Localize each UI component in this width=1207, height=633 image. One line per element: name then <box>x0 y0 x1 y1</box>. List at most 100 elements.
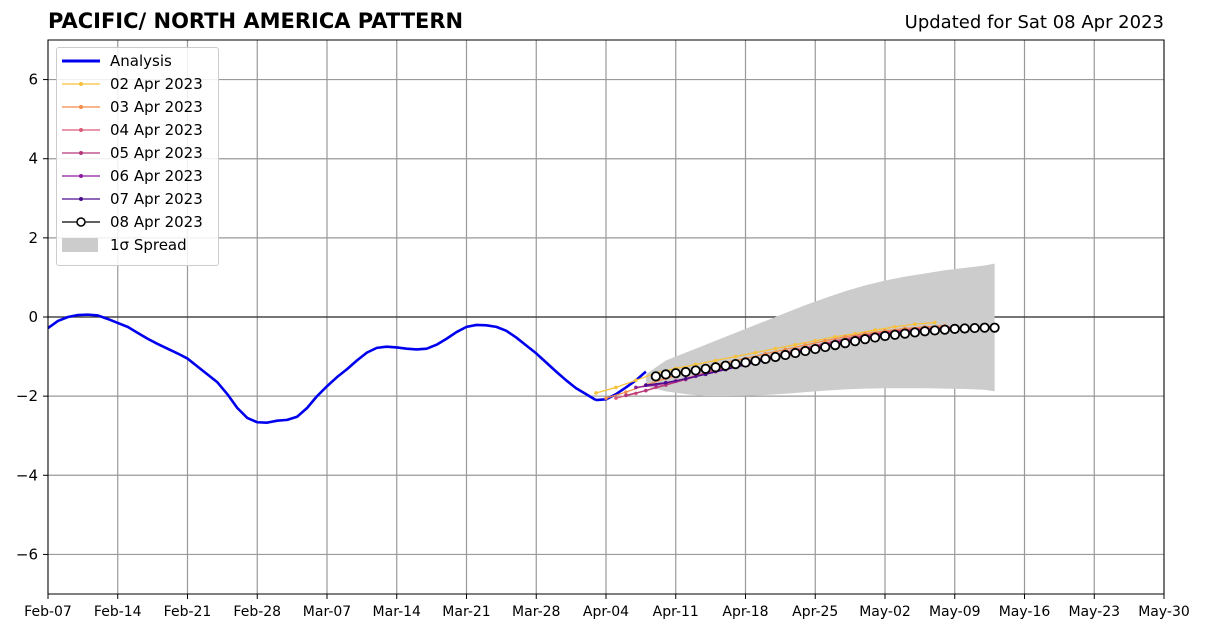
data-point <box>624 393 628 398</box>
legend-swatch-05-apr <box>62 151 100 155</box>
data-point <box>780 349 791 361</box>
legend-swatch-analysis <box>62 59 100 63</box>
x-tick-label: Feb-07 <box>24 604 72 620</box>
legend-swatch-08-apr <box>62 217 100 227</box>
data-point <box>624 390 628 394</box>
data-point <box>889 329 901 340</box>
legend: Analysis 02 Apr 2023 03 Apr 2023 04 Apr … <box>56 47 219 266</box>
legend-item-07-apr: 07 Apr 2023 <box>57 188 218 211</box>
legend-item-05-apr: 05 Apr 2023 <box>57 142 218 165</box>
data-point <box>710 362 721 373</box>
legend-swatch-spread <box>62 238 98 252</box>
y-tick-label: 2 <box>28 229 38 247</box>
legend-label: 03 Apr 2023 <box>110 98 203 116</box>
x-tick-label: Apr-11 <box>653 604 699 620</box>
data-point <box>840 338 851 349</box>
data-point <box>663 380 668 385</box>
legend-label: 05 Apr 2023 <box>110 144 203 162</box>
x-tick-label: May-23 <box>1068 604 1120 620</box>
data-point <box>893 325 897 329</box>
x-tick-label: Feb-14 <box>94 604 142 620</box>
data-point <box>939 324 950 335</box>
data-point <box>614 385 618 390</box>
data-point <box>594 391 598 395</box>
data-point <box>690 365 701 376</box>
data-point <box>959 323 970 334</box>
data-point <box>644 383 648 387</box>
data-point <box>843 334 847 339</box>
legend-swatch-02-apr <box>62 82 100 86</box>
data-point <box>670 368 681 379</box>
legend-item-06-apr: 06 Apr 2023 <box>57 165 218 188</box>
legend-label: 06 Apr 2023 <box>110 167 203 185</box>
data-point <box>740 357 751 368</box>
data-point <box>634 378 638 383</box>
x-tick-label: Apr-18 <box>722 604 768 620</box>
legend-swatch-03-apr <box>62 105 100 109</box>
data-point <box>720 360 731 371</box>
data-point <box>929 325 940 336</box>
data-point <box>879 330 891 342</box>
legend-label: 04 Apr 2023 <box>110 121 203 139</box>
data-point <box>810 343 821 355</box>
data-point <box>913 322 917 326</box>
legend-item-04-apr: 04 Apr 2023 <box>57 119 218 142</box>
data-point <box>850 336 861 347</box>
series-line <box>47 313 597 424</box>
legend-label: 08 Apr 2023 <box>110 213 203 231</box>
chart-title: PACIFIC/ NORTH AMERICA PATTERN <box>48 9 464 33</box>
data-point <box>969 322 980 334</box>
legend-label: 02 Apr 2023 <box>110 75 203 93</box>
data-point <box>634 385 638 390</box>
data-point <box>790 347 801 359</box>
data-point <box>919 326 930 337</box>
data-point <box>730 358 741 370</box>
legend-swatch-07-apr <box>62 197 100 201</box>
data-point <box>909 327 920 338</box>
x-tick-label: Feb-28 <box>233 604 281 620</box>
data-point <box>803 343 808 347</box>
series-line <box>595 370 647 402</box>
x-tick-label: May-02 <box>859 604 911 620</box>
legend-item-spread: 1σ Spread <box>57 234 218 257</box>
data-point <box>989 322 1000 333</box>
data-point <box>660 369 671 380</box>
data-point <box>873 328 877 332</box>
legend-item-03-apr: 03 Apr 2023 <box>57 96 218 119</box>
x-tick-label: Feb-21 <box>164 604 212 620</box>
data-point <box>979 322 990 333</box>
data-point <box>899 328 911 339</box>
data-point <box>833 334 837 339</box>
data-point <box>823 338 828 343</box>
y-tick-label: 4 <box>28 150 38 168</box>
data-point <box>713 358 718 363</box>
legend-label: Analysis <box>110 52 172 70</box>
x-tick-label: Mar-07 <box>303 604 351 620</box>
data-point <box>750 355 761 367</box>
legend-label: 07 Apr 2023 <box>110 190 203 208</box>
x-tick-label: Apr-04 <box>583 604 629 620</box>
legend-swatch-06-apr <box>62 174 100 178</box>
legend-item-08-apr: 08 Apr 2023 <box>57 211 218 234</box>
y-tick-label: 6 <box>28 71 38 89</box>
x-tick-label: May-09 <box>929 604 981 620</box>
data-point <box>683 376 688 381</box>
data-point <box>753 350 758 355</box>
legend-item-analysis: Analysis <box>57 50 218 73</box>
data-point <box>869 332 881 343</box>
x-tick-label: Mar-28 <box>512 604 560 620</box>
x-tick-label: May-16 <box>999 604 1051 620</box>
chart-subtitle: Updated for Sat 08 Apr 2023 <box>904 12 1164 33</box>
data-point <box>933 320 937 325</box>
data-point <box>650 371 661 382</box>
x-tick-label: Mar-21 <box>442 604 490 620</box>
data-point <box>813 338 818 343</box>
y-tick-label: −2 <box>16 387 38 405</box>
data-point <box>830 339 841 351</box>
data-point <box>793 342 798 347</box>
data-point <box>644 388 648 393</box>
data-point <box>614 396 618 400</box>
data-point <box>770 351 781 363</box>
x-tick-label: Apr-25 <box>792 604 838 620</box>
